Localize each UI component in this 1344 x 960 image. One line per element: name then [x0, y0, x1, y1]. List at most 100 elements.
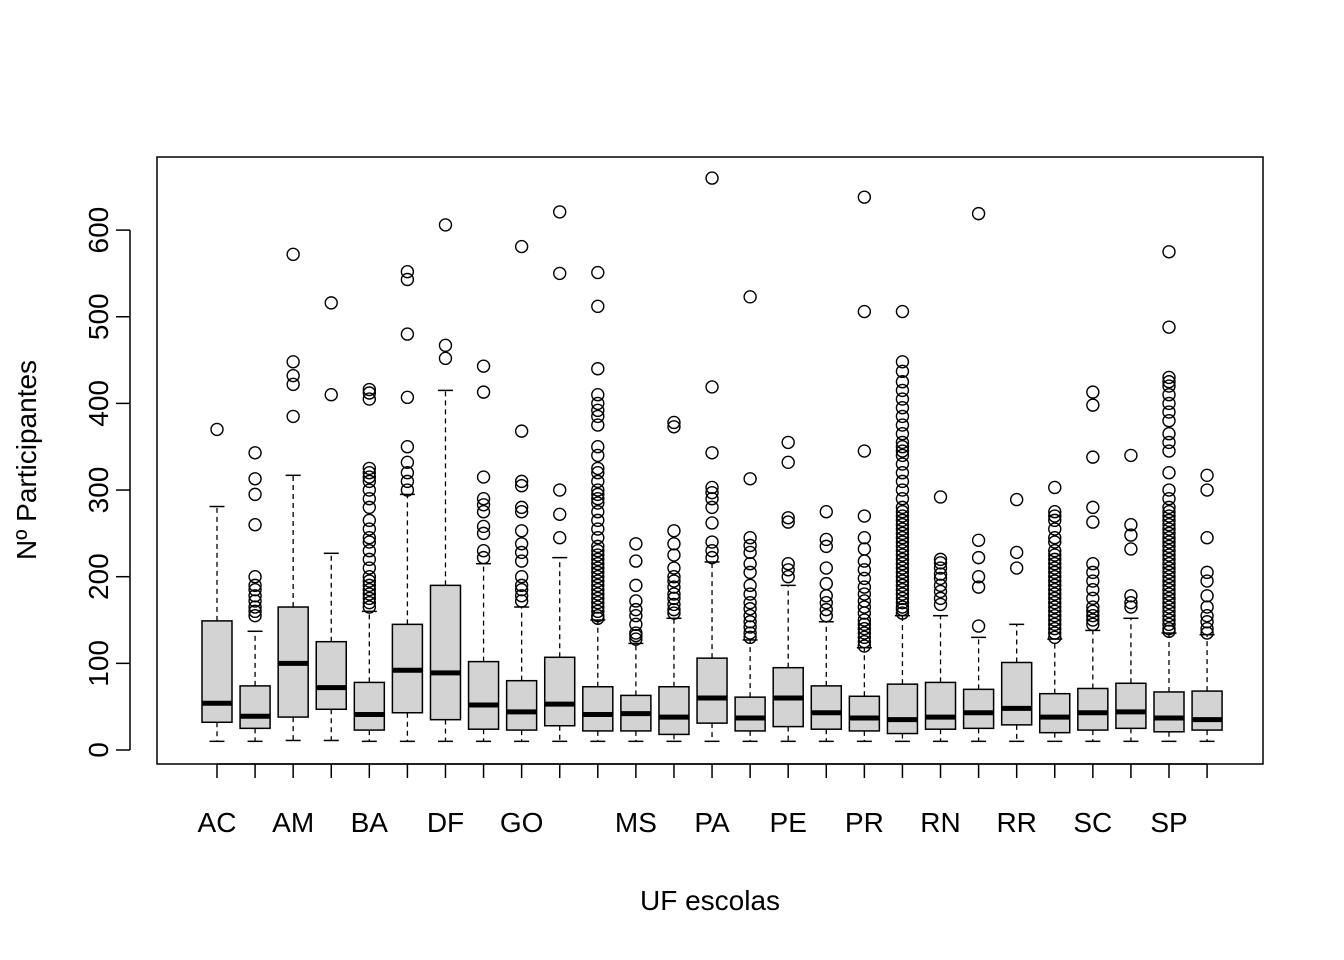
y-tick-label: 500 [83, 293, 114, 340]
outlier-point [591, 539, 605, 554]
outlier-point [514, 578, 529, 593]
outlier-point [895, 444, 910, 458]
outlier-point [362, 392, 377, 406]
outlier-point [1162, 587, 1176, 601]
outlier-point [362, 461, 377, 476]
outlier-point [1048, 552, 1062, 567]
outlier-point [362, 531, 377, 545]
outlier-point [933, 552, 948, 567]
outlier-point [1162, 379, 1176, 393]
outlier-point [362, 587, 377, 601]
outlier-point [248, 600, 262, 614]
outlier-point [1048, 509, 1062, 523]
outlier-point [743, 595, 757, 610]
outlier-point [1162, 604, 1176, 619]
outlier-point [362, 582, 377, 597]
outlier-point [1086, 450, 1100, 464]
outlier-point [857, 571, 872, 586]
outlier-point [1048, 587, 1062, 601]
outlier-point [1162, 320, 1176, 334]
outlier-point [705, 500, 719, 515]
outlier-point [667, 570, 681, 584]
outlier-point [895, 544, 910, 558]
outlier-point [591, 483, 605, 497]
outlier-point [248, 594, 262, 608]
outlier-point [705, 516, 719, 530]
outlier-point [667, 580, 681, 594]
outlier-point [1086, 385, 1100, 399]
outlier-point [857, 509, 872, 523]
outlier-point [895, 574, 910, 588]
iqr-box [1077, 687, 1109, 731]
outlier-point [819, 608, 833, 623]
outlier-point [971, 550, 986, 565]
outlier-point [591, 487, 605, 502]
outlier-point [743, 472, 757, 486]
outlier-point [1162, 522, 1176, 536]
outlier-point [591, 461, 605, 476]
outlier-point [1086, 604, 1100, 619]
outlier-point [933, 571, 948, 586]
outlier-point [324, 388, 338, 402]
box-mt [658, 415, 690, 743]
outlier-point [591, 578, 605, 593]
outlier-point [1048, 604, 1062, 619]
outlier-point [400, 474, 415, 489]
outlier-point [895, 595, 910, 610]
outlier-point [476, 492, 491, 506]
outlier-point [362, 492, 377, 506]
outlier-point [1162, 518, 1176, 532]
outlier-point [857, 634, 872, 649]
outlier-point [895, 591, 910, 606]
outlier-point [362, 522, 377, 536]
outlier-point [743, 557, 757, 571]
outlier-point [857, 639, 872, 653]
outlier-point [248, 582, 262, 597]
box-go [505, 239, 538, 743]
outlier-point [591, 557, 605, 571]
outlier-point [514, 524, 529, 538]
iqr-box [582, 685, 614, 732]
outlier-point [895, 531, 910, 545]
outlier-point [1048, 570, 1062, 584]
outlier-point [591, 565, 605, 580]
outlier-point [591, 388, 605, 402]
outlier-point [895, 474, 910, 489]
outlier-point [514, 554, 529, 568]
outlier-point [1200, 608, 1214, 623]
box-sp [1153, 245, 1185, 743]
outlier-point [1048, 522, 1062, 536]
outlier-point [1162, 617, 1176, 632]
outlier-point [895, 578, 910, 593]
outlier-point [1162, 483, 1176, 497]
outlier-point [1200, 565, 1214, 580]
outlier-point [743, 587, 757, 601]
outlier-point [857, 304, 872, 319]
outlier-point [438, 338, 453, 353]
outlier-point [629, 617, 643, 632]
iqr-box [734, 696, 766, 732]
iqr-box [239, 685, 271, 730]
outlier-point [362, 595, 377, 610]
outlier-point [1048, 600, 1062, 614]
iqr-box [658, 685, 690, 736]
outlier-point [1048, 595, 1062, 610]
outlier-point [895, 513, 910, 528]
outlier-point [895, 561, 910, 575]
outlier-point [476, 519, 491, 534]
outlier-point [1162, 621, 1176, 636]
outlier-point [591, 440, 605, 454]
outlier-point [400, 327, 415, 341]
outlier-point [667, 574, 681, 588]
x-tick-label: PA [694, 807, 730, 838]
outlier-point [514, 589, 529, 603]
outlier-point [743, 620, 757, 634]
outlier-point [591, 544, 605, 558]
outlier-point [933, 490, 948, 504]
outlier-point [476, 544, 491, 558]
outlier-point [1048, 561, 1062, 575]
outlier-point [1048, 557, 1062, 571]
outlier-point [591, 513, 605, 528]
outlier-point [629, 632, 643, 646]
